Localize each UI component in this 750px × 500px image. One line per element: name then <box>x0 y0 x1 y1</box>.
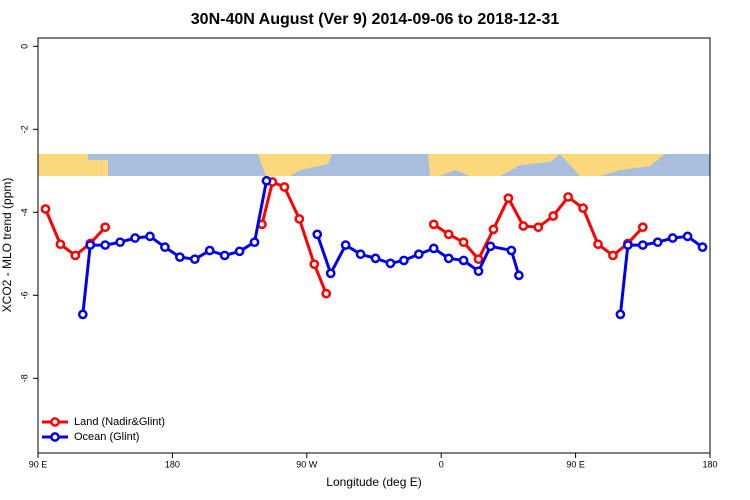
data-point <box>518 221 529 231</box>
data-point <box>249 237 260 248</box>
data-point <box>189 254 200 265</box>
data-point <box>321 288 332 299</box>
data-point <box>473 254 484 265</box>
data-point <box>70 250 81 261</box>
data-point <box>261 175 272 186</box>
data-point <box>55 239 66 250</box>
data-point <box>115 237 125 248</box>
data-point <box>485 241 496 252</box>
x-tick-label: 90 W <box>296 459 318 469</box>
data-point <box>40 204 51 214</box>
data-point <box>204 245 215 256</box>
data-point <box>160 242 170 253</box>
world-map-strip <box>38 154 710 176</box>
data-point <box>399 255 409 266</box>
data-point <box>77 309 88 320</box>
data-point <box>385 258 396 269</box>
data-point <box>548 211 559 221</box>
chart-title: 30N-40N August (Ver 9) 2014-09-06 to 201… <box>191 11 560 28</box>
x-tick-label: 90 E <box>566 459 585 469</box>
data-point <box>443 253 454 264</box>
data-point <box>593 239 603 250</box>
data-point <box>309 259 320 270</box>
data-point <box>413 249 424 260</box>
data-point <box>608 250 618 261</box>
data-point <box>145 231 155 242</box>
data-point <box>85 240 96 250</box>
y-tick-label: -2 <box>19 125 29 133</box>
data-point <box>100 222 111 233</box>
data-point <box>234 246 245 257</box>
y-tick-label: -4 <box>19 208 29 216</box>
x-tick-label: 180 <box>702 459 717 469</box>
data-point <box>514 270 524 281</box>
data-point <box>563 192 573 202</box>
data-point <box>697 242 708 253</box>
plot-frame <box>37 37 711 454</box>
legend-marker <box>50 417 60 427</box>
data-point <box>370 253 381 264</box>
legend-marker <box>50 432 60 442</box>
data-point <box>443 229 454 240</box>
data-point <box>533 222 544 233</box>
y-tick-label: -6 <box>19 291 29 299</box>
data-point <box>279 182 290 192</box>
data-point <box>637 240 648 250</box>
data-point <box>623 240 633 250</box>
data-point <box>503 193 514 204</box>
data-point <box>615 309 626 320</box>
data-point <box>312 229 323 240</box>
data-point <box>458 237 469 248</box>
data-point <box>294 214 305 224</box>
y-axis-label: XCO2 - MLO trend (ppm) <box>0 178 14 313</box>
data-point <box>506 245 517 256</box>
y-tick-label: -8 <box>19 374 29 382</box>
data-point <box>428 243 439 254</box>
data-point <box>325 268 336 279</box>
data-point <box>458 255 469 266</box>
data-point <box>637 222 648 233</box>
data-point <box>682 231 693 242</box>
data-point <box>130 233 140 243</box>
data-point <box>100 240 111 250</box>
legend-label: Land (Nadir&Glint) <box>74 416 165 428</box>
data-point <box>578 203 588 213</box>
data-point <box>428 219 439 230</box>
data-point <box>340 240 351 250</box>
data-point <box>355 249 366 260</box>
data-point <box>652 237 663 248</box>
data-point <box>175 252 185 262</box>
y-tick-label: 0 <box>19 44 29 49</box>
data-point <box>667 233 678 243</box>
data-point <box>219 250 230 261</box>
x-axis-label: Longitude (deg E) <box>326 475 421 489</box>
legend-label: Ocean (Glint) <box>74 431 139 443</box>
x-tick-label: 180 <box>165 459 180 469</box>
data-point <box>488 224 499 235</box>
x-tick-label: 90 E <box>29 459 48 469</box>
series-line <box>81 180 704 315</box>
x-tick-label: 0 <box>439 459 444 469</box>
data-point <box>473 266 484 277</box>
